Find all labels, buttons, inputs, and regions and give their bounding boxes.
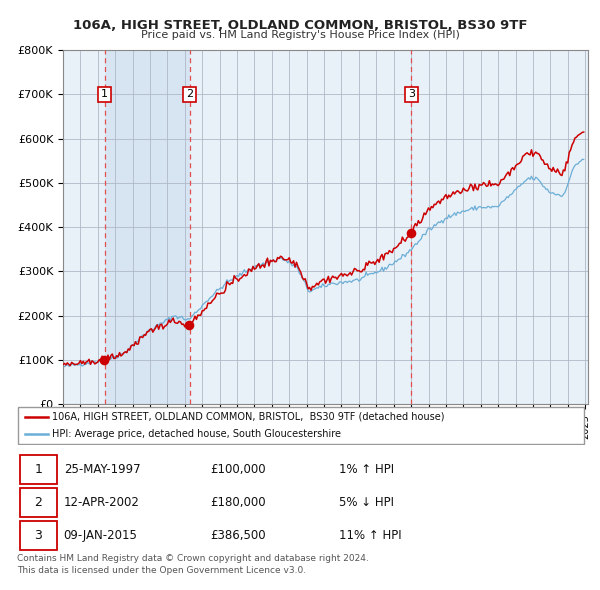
- Bar: [104, 50, 190, 404]
- Text: £386,500: £386,500: [210, 529, 265, 542]
- Text: Contains HM Land Registry data © Crown copyright and database right 2024.: Contains HM Land Registry data © Crown c…: [17, 554, 368, 563]
- Text: HPI: Average price, detached house, South Gloucestershire: HPI: Average price, detached house, Sout…: [52, 429, 341, 439]
- Text: 106A, HIGH STREET, OLDLAND COMMON, BRISTOL,  BS30 9TF (detached house): 106A, HIGH STREET, OLDLAND COMMON, BRIST…: [52, 412, 445, 422]
- Bar: [20, 455, 57, 484]
- Bar: [20, 489, 57, 517]
- Text: This data is licensed under the Open Government Licence v3.0.: This data is licensed under the Open Gov…: [17, 566, 306, 575]
- Text: 5% ↓ HPI: 5% ↓ HPI: [339, 496, 394, 509]
- Point: [99, 355, 109, 365]
- Bar: [20, 521, 57, 550]
- Point: [184, 320, 194, 329]
- Text: 1: 1: [34, 463, 42, 476]
- Text: £180,000: £180,000: [210, 496, 265, 509]
- Text: £100,000: £100,000: [210, 463, 265, 476]
- Text: 106A, HIGH STREET, OLDLAND COMMON, BRISTOL, BS30 9TF: 106A, HIGH STREET, OLDLAND COMMON, BRIST…: [73, 19, 527, 32]
- Point: [406, 228, 416, 238]
- Text: 1% ↑ HPI: 1% ↑ HPI: [339, 463, 394, 476]
- Text: 09-JAN-2015: 09-JAN-2015: [64, 529, 137, 542]
- Text: 3: 3: [408, 90, 415, 99]
- Text: 12-APR-2002: 12-APR-2002: [64, 496, 140, 509]
- Text: 25-MAY-1997: 25-MAY-1997: [64, 463, 140, 476]
- Text: Price paid vs. HM Land Registry's House Price Index (HPI): Price paid vs. HM Land Registry's House …: [140, 30, 460, 40]
- Text: 2: 2: [186, 90, 193, 99]
- Text: 2: 2: [34, 496, 42, 509]
- Text: 1: 1: [101, 90, 108, 99]
- Text: 11% ↑ HPI: 11% ↑ HPI: [339, 529, 401, 542]
- Text: 3: 3: [34, 529, 42, 542]
